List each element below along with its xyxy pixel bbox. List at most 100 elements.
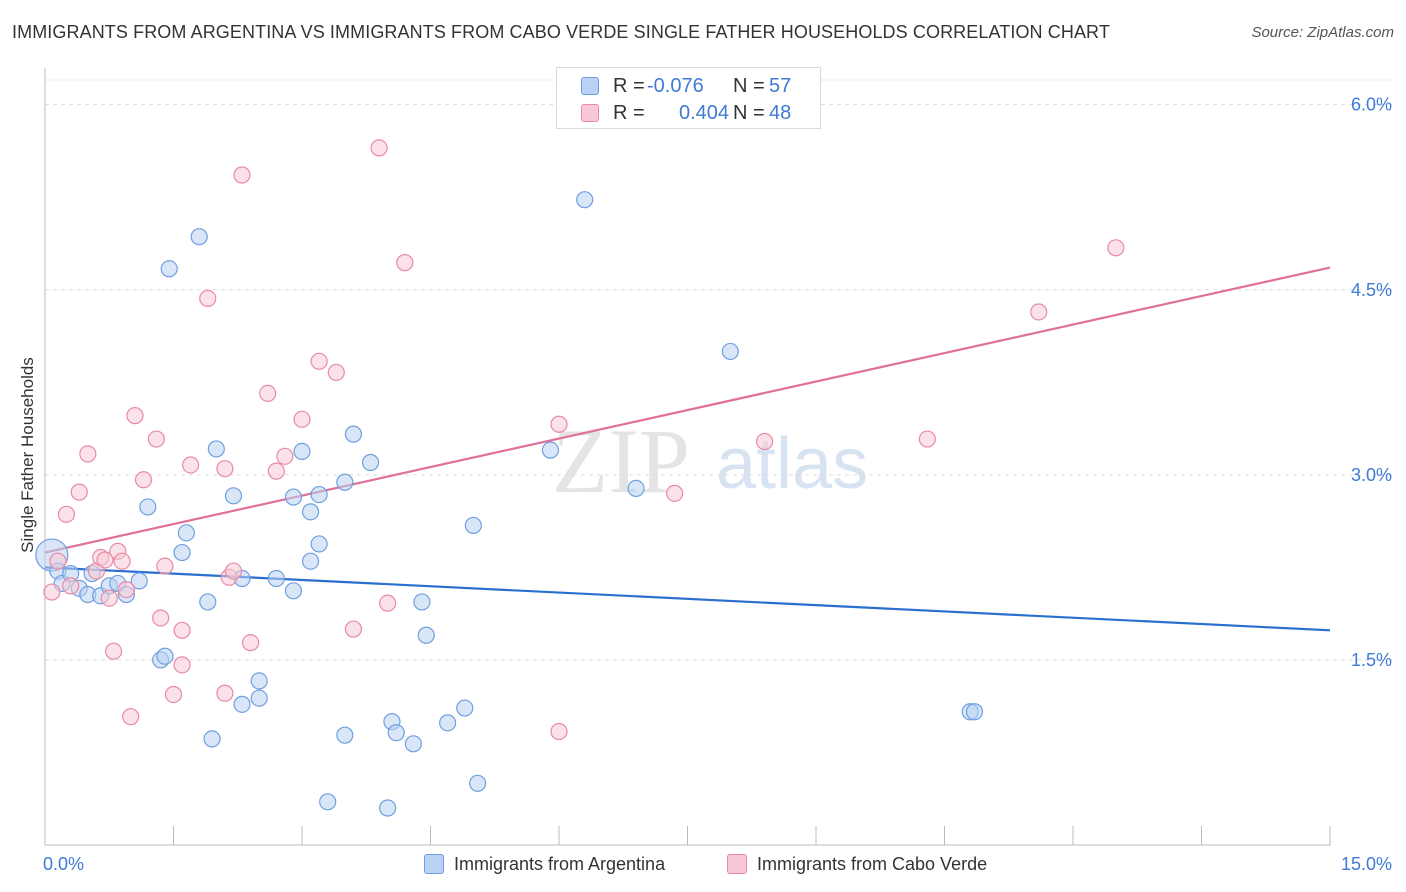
cabo-verde-point: [755, 432, 774, 451]
cabo-verde-point: [96, 551, 114, 569]
argentina-trend-line: [44, 566, 1331, 632]
watermark-atlas: atlas: [716, 424, 868, 504]
legend-item-argentina[interactable]: Immigrants from Argentina: [424, 852, 665, 876]
argentina-point: [156, 647, 174, 665]
cabo-verde-point: [310, 352, 328, 370]
n-value: 57: [769, 74, 792, 97]
argentina-point: [576, 191, 594, 209]
legend-label: Immigrants from Argentina: [454, 853, 666, 874]
cabo-verde-point: [113, 552, 131, 570]
cabo-verde-point: [156, 557, 174, 575]
argentina-point: [361, 453, 380, 472]
x-tick-label: 0.0%: [43, 854, 84, 874]
chart-title: IMMIGRANTS FROM ARGENTINA VS IMMIGRANTS …: [12, 22, 1110, 42]
argentina-point: [627, 479, 645, 498]
cabo-verde-point: [344, 620, 362, 638]
argentina-point: [541, 441, 560, 459]
cabo-verde-point: [100, 589, 118, 607]
cabo-verde-trend-line: [44, 266, 1331, 554]
argentina-point: [199, 593, 217, 611]
cabo-verde-point: [666, 484, 684, 502]
argentina-point: [404, 735, 422, 753]
cabo-verde-point: [267, 462, 285, 480]
argentina-point: [233, 695, 251, 713]
argentina-point: [130, 572, 148, 590]
legend-item-cabo-verde[interactable]: Immigrants from Cabo Verde: [727, 852, 987, 876]
cabo-verde-point: [182, 456, 200, 474]
legend-label: Immigrants from Cabo Verde: [757, 853, 988, 874]
argentina-point: [336, 473, 354, 491]
cabo-verde-point: [79, 445, 97, 463]
argentina-point: [284, 582, 303, 600]
r-label: R =: [613, 101, 645, 124]
argentina-point: [190, 228, 208, 246]
argentina-point: [721, 342, 739, 361]
cabo-verde-point: [117, 580, 135, 599]
cabo-verde-point: [216, 684, 234, 702]
data-points: [35, 139, 1125, 817]
argentina-point: [207, 440, 225, 458]
cabo-verde-point: [550, 415, 568, 433]
trend-lines: [44, 266, 1331, 632]
cabo-verde-point: [173, 621, 191, 639]
cabo-verde-point: [199, 289, 217, 307]
x-tick-label: 15.0%: [1341, 854, 1392, 874]
argentina-legend-swatch: [424, 854, 444, 874]
cabo-verde-point: [173, 656, 191, 674]
argentina-point: [387, 724, 405, 742]
argentina-point: [464, 516, 482, 535]
r-value: 0.404: [679, 101, 730, 124]
argentina-point: [469, 774, 487, 792]
cabo-verde-point: [1030, 303, 1048, 321]
cabo-verde-point: [276, 447, 294, 465]
cabo-verde-point: [550, 722, 568, 741]
cabo-verde-point: [126, 407, 144, 425]
argentina-point: [160, 260, 178, 278]
cabo-verde-point: [122, 708, 140, 726]
argentina-point: [456, 699, 474, 717]
cabo-verde-point: [43, 583, 61, 601]
cabo-verde-point: [259, 384, 277, 403]
argentina-point: [177, 524, 195, 542]
argentina-point: [284, 488, 303, 506]
argentina-point: [250, 689, 268, 707]
cabo-verde-point: [396, 254, 414, 272]
r-label: R =: [613, 74, 645, 97]
cabo-verde-point: [164, 685, 183, 704]
cabo-verde-point: [293, 410, 311, 428]
cabo-verde-point: [379, 594, 397, 612]
cabo-verde-point: [152, 609, 170, 627]
watermark: ZIP atlas: [552, 410, 868, 512]
argentina-point: [250, 672, 268, 690]
cabo-verde-point: [216, 460, 234, 478]
cabo-verde-point: [918, 430, 936, 448]
cabo-verde-point: [224, 562, 243, 580]
tick-labels: 1.5% 3.0% 4.5% 6.0% 0.0% 15.0%: [43, 95, 1392, 874]
argentina-point: [319, 793, 337, 811]
argentina-point: [439, 714, 457, 732]
cabo-verde-point: [370, 139, 388, 157]
cabo-verde-point: [70, 483, 88, 501]
cabo-verde-point: [49, 552, 67, 570]
n-label: N =: [733, 101, 765, 124]
cabo-verde-point: [242, 634, 260, 652]
argentina-point: [965, 703, 984, 721]
cabo-verde-point: [57, 505, 76, 523]
argentina-point: [413, 593, 431, 611]
cabo-verde-point: [233, 166, 251, 184]
r-value: -0.076: [647, 74, 704, 97]
cabo-verde-point: [1107, 239, 1125, 257]
argentina-point: [139, 498, 157, 516]
cabo-verde-point: [134, 471, 153, 489]
n-value: 48: [769, 101, 792, 124]
argentina-point: [344, 425, 362, 443]
cabo-verde-point: [104, 642, 123, 660]
cabo-verde-point: [62, 577, 80, 595]
n-label: N =: [733, 74, 765, 97]
y-tick-label: 6.0%: [1351, 95, 1392, 115]
stats-legend: R = -0.076 N = 57 R = 0.404 N = 48: [556, 67, 821, 129]
argentina-point: [379, 799, 397, 817]
cabo-verde-point: [327, 363, 345, 382]
argentina-point: [203, 730, 221, 748]
